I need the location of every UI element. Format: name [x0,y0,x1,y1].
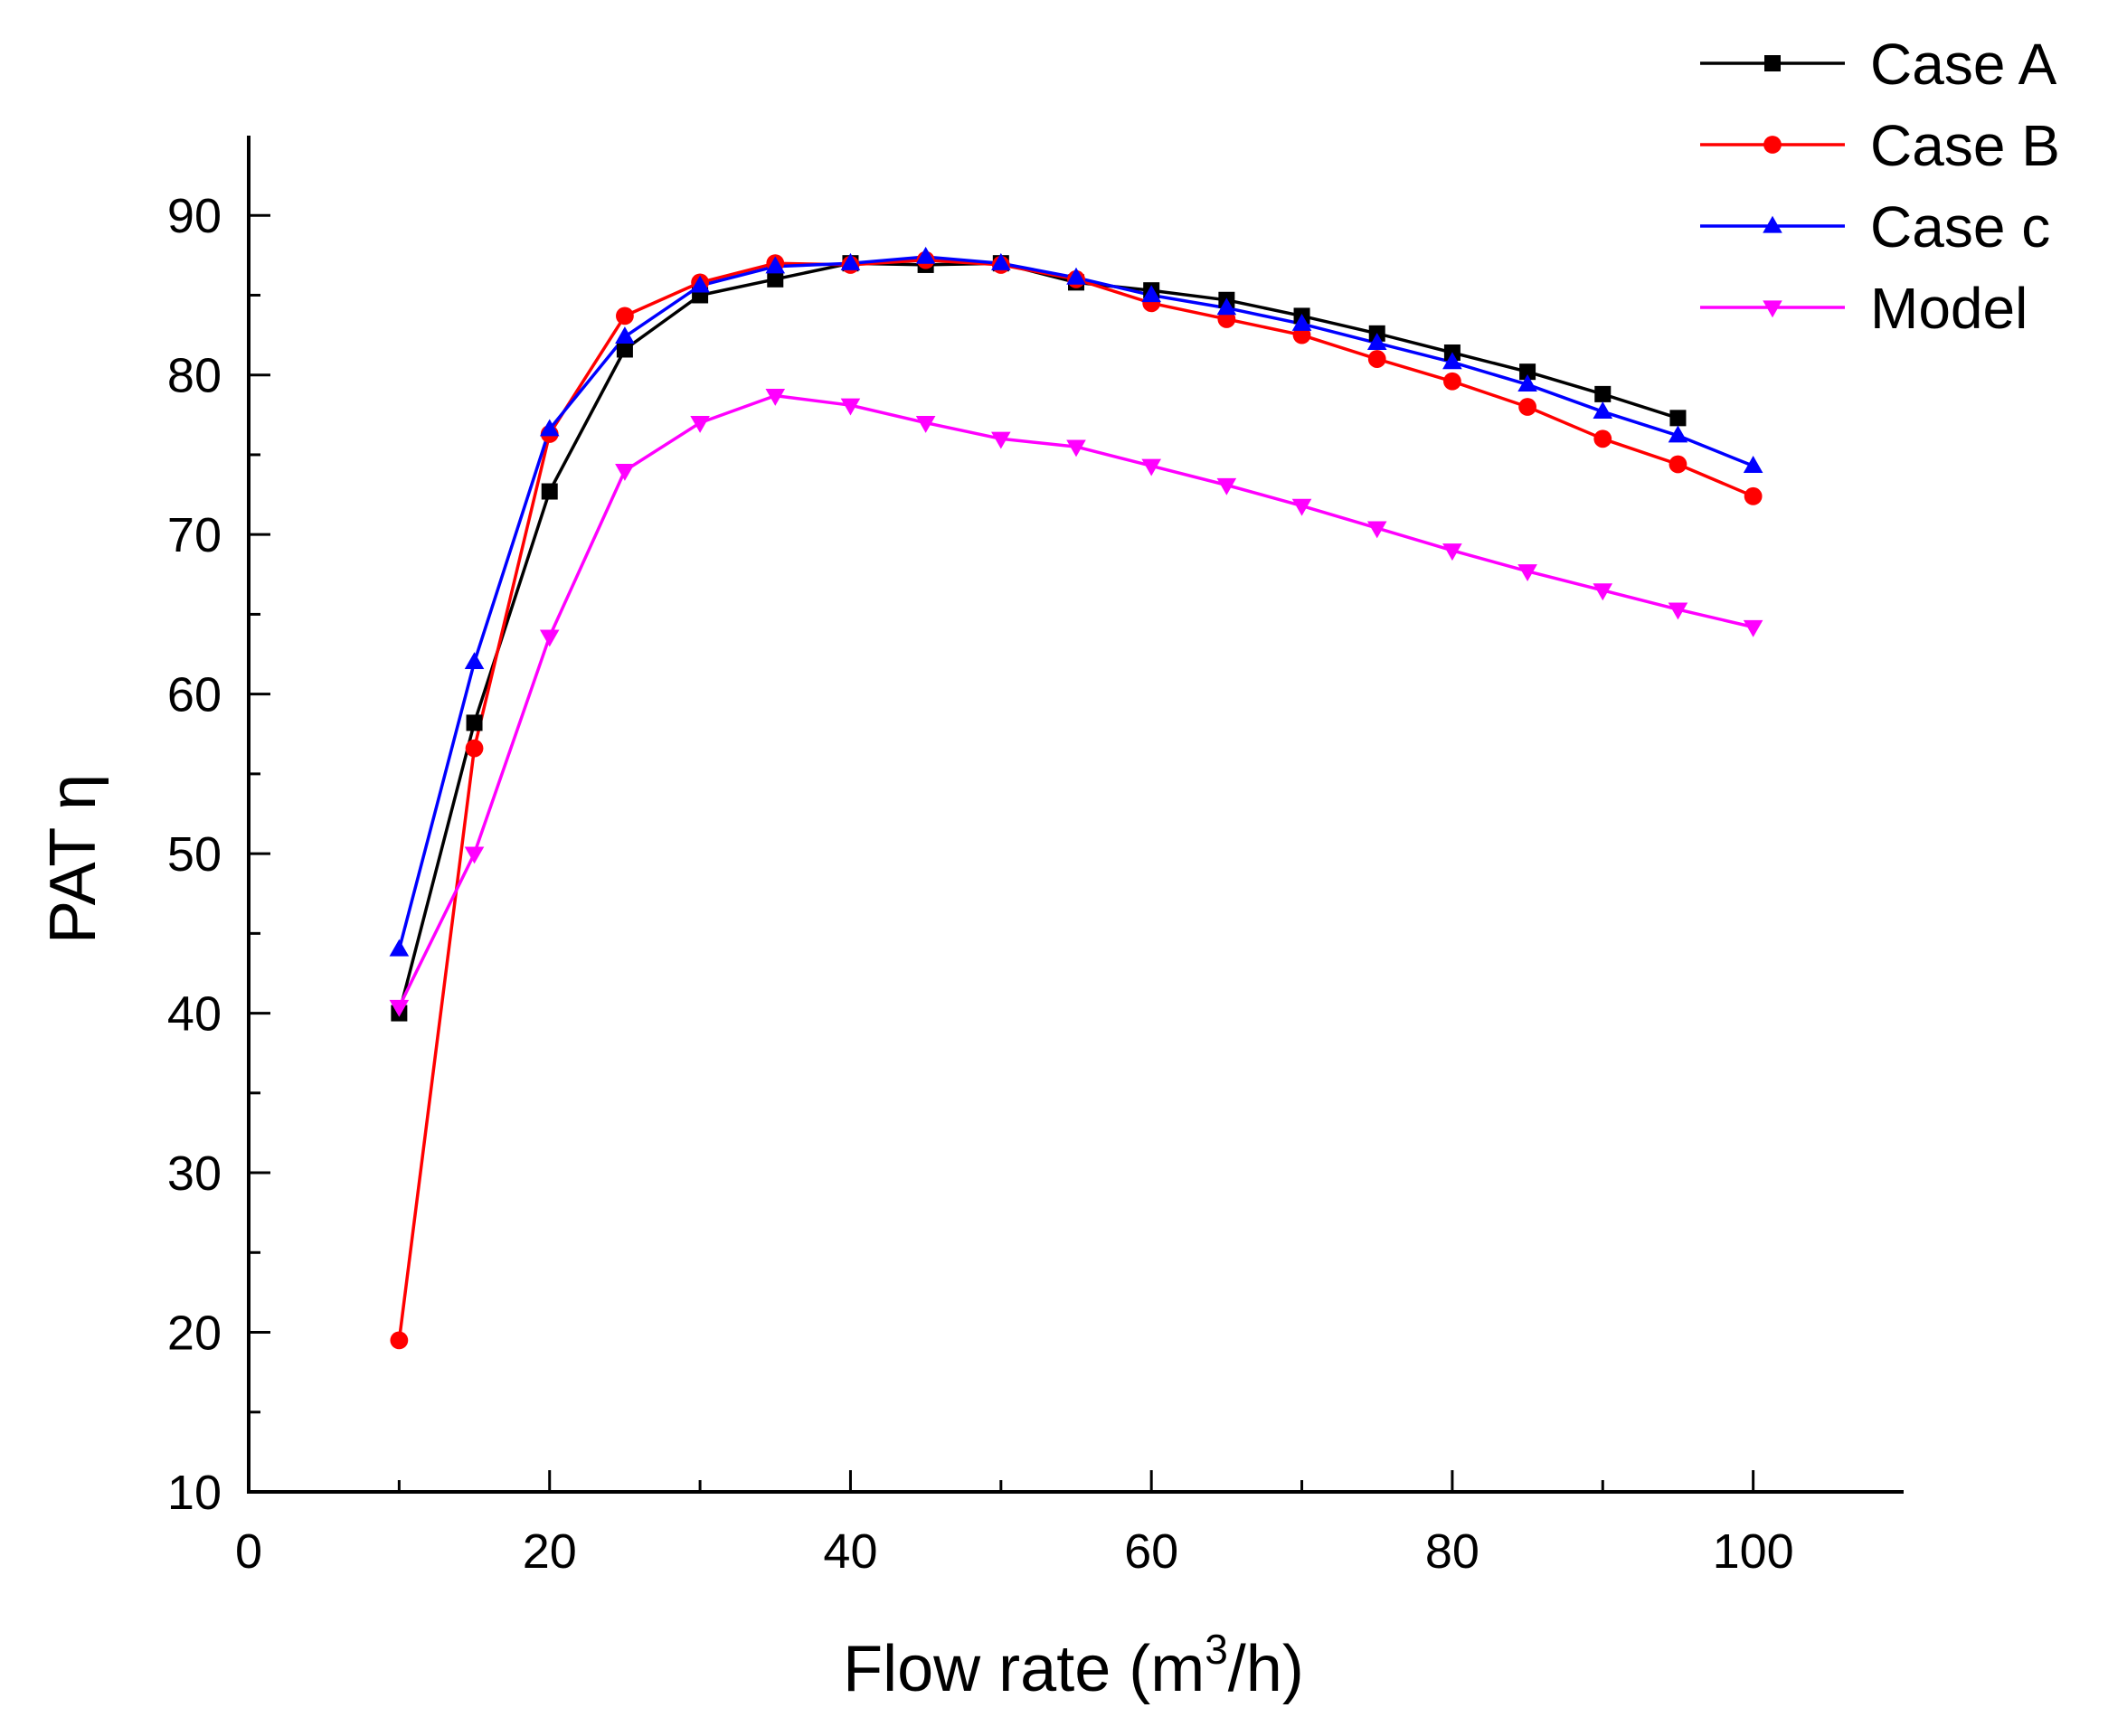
data-point-model [1291,498,1312,516]
data-point-case-c [615,326,635,344]
data-point-case-a [1519,363,1536,381]
data-point-model [1216,477,1237,495]
data-point-model [690,415,710,433]
y-tick-label: 90 [167,189,222,243]
data-point-model [1517,564,1537,582]
data-point-case-b [1518,398,1536,416]
data-point-case-a [1594,385,1612,402]
data-point-model [1366,521,1387,539]
data-point-model [1743,619,1763,637]
x-tick-label: 60 [1124,1524,1178,1579]
data-point-case-b [1443,372,1461,391]
x-tick-label: 100 [1713,1524,1794,1579]
data-point-model [1668,602,1688,620]
legend-label-model: Model [1870,276,2028,341]
data-point-model [464,846,485,864]
legend-label-case-b: Case B [1870,113,2060,178]
legend-marker-case-a [1764,55,1781,71]
data-point-model [1442,543,1462,561]
legend-label-case-a: Case A [1870,32,2057,97]
data-point-case-b [616,307,634,326]
y-tick-label: 30 [167,1146,222,1201]
data-point-case-c [1668,425,1688,443]
data-point-case-c [1593,401,1613,419]
data-point-case-a [466,714,483,731]
data-point-case-c [1291,313,1312,331]
data-point-case-a [541,483,558,500]
data-point-case-c [690,275,710,293]
data-point-case-a [1669,410,1687,427]
data-point-case-c [840,252,861,270]
plot-markers [389,246,1763,1350]
data-point-model [539,629,560,647]
data-point-case-c [1517,374,1537,392]
data-point-case-c [1442,352,1462,370]
data-point-model [991,431,1011,449]
data-point-model [915,415,936,433]
data-point-case-c [1366,333,1387,351]
x-axis-title-superscript: 3 [1205,1626,1228,1673]
x-tick-label: 0 [235,1524,262,1579]
data-point-model [1066,439,1086,458]
y-tick-label: 60 [167,668,222,722]
y-tick-label: 40 [167,987,222,1042]
y-tick-label: 10 [167,1466,222,1520]
x-axis-title-suffix: /h) [1228,1633,1304,1705]
legend: Case A Case B Case c Model [1700,32,2060,341]
data-point-case-c [1743,456,1763,473]
data-point-model [1141,458,1161,476]
legend-marker-model [1763,300,1782,318]
data-point-case-c [1216,297,1237,316]
x-axis-title-main: Flow rate (m [843,1633,1205,1705]
data-point-model [765,388,786,406]
y-tick-label: 80 [167,349,222,403]
legend-marker-case-c [1763,215,1782,233]
y-axis-title: PAT η [37,774,109,944]
data-point-model [840,398,861,416]
legend-label-case-c: Case c [1870,194,2050,259]
data-point-case-a [616,341,633,358]
y-tick-label: 50 [167,827,222,882]
x-tick-label: 20 [523,1524,577,1579]
data-point-case-c [1141,285,1161,303]
data-point-case-b [1367,350,1386,368]
data-point-case-c [1066,267,1086,285]
legend-marker-case-b [1763,136,1782,154]
data-point-case-c [539,419,560,437]
x-tick-label: 80 [1425,1524,1479,1579]
data-point-case-b [465,739,484,758]
axes [247,136,1904,1494]
data-point-case-a [767,270,784,288]
data-point-case-c [991,252,1011,270]
data-point-case-c [765,256,786,274]
data-point-model [615,463,635,481]
data-point-case-c [915,246,936,264]
axis-labels: Flow rate (m3/h) PAT η [37,774,1304,1705]
data-point-case-b [1593,429,1612,448]
x-axis-title: Flow rate (m3/h) [843,1626,1304,1705]
y-tick-label: 70 [167,508,222,562]
data-point-case-b [1669,455,1687,474]
data-point-case-b [390,1331,409,1350]
data-point-model [389,999,410,1017]
x-tick-label: 40 [823,1524,877,1579]
data-point-model [1593,583,1613,601]
y-tick-label: 20 [167,1307,222,1361]
data-point-case-b [1744,486,1763,505]
data-point-case-c [464,652,485,670]
data-point-case-c [389,939,410,957]
ticks: 0 20 40 60 80 100 10 20 30 40 50 60 70 80 90 [167,189,1794,1579]
